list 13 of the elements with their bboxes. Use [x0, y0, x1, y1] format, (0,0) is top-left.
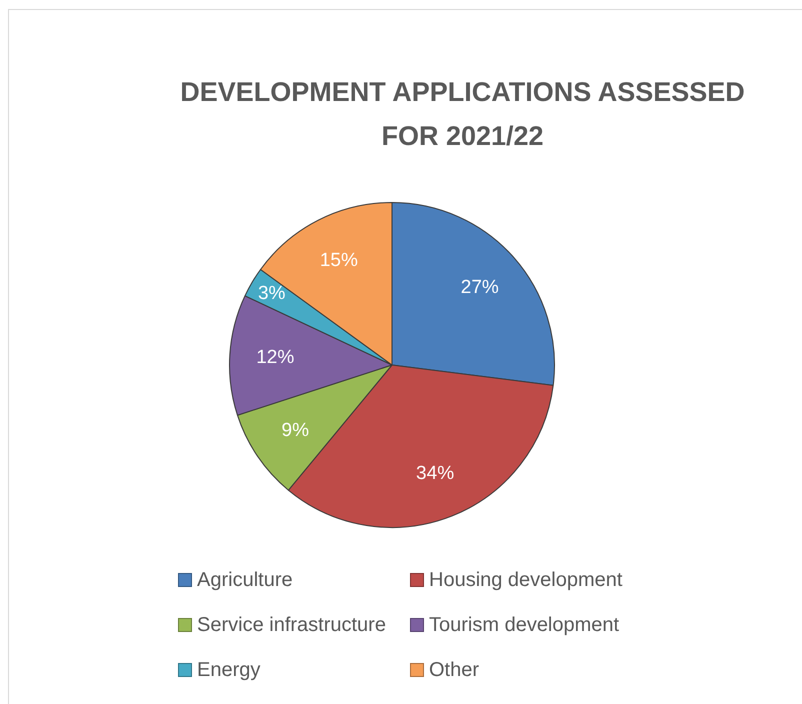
- legend-label: Housing development: [429, 568, 622, 592]
- legend-label: Tourism development: [429, 614, 620, 636]
- legend-label: Other: [429, 658, 480, 682]
- chart-title: DEVELOPMENT APPLICATIONS ASSESSED FOR 2021/22: [179, 76, 746, 153]
- legend-label: Energy: [197, 658, 260, 682]
- data-label: 27%: [460, 276, 499, 298]
- legend-label: Agriculture: [197, 568, 293, 592]
- data-label: 15%: [320, 250, 358, 271]
- data-label: 12%: [256, 346, 294, 368]
- legend-label: Service infrastructure: [197, 614, 386, 636]
- data-label: 9%: [281, 420, 310, 441]
- data-label: 34%: [416, 463, 454, 484]
- data-label: 3%: [258, 283, 286, 304]
